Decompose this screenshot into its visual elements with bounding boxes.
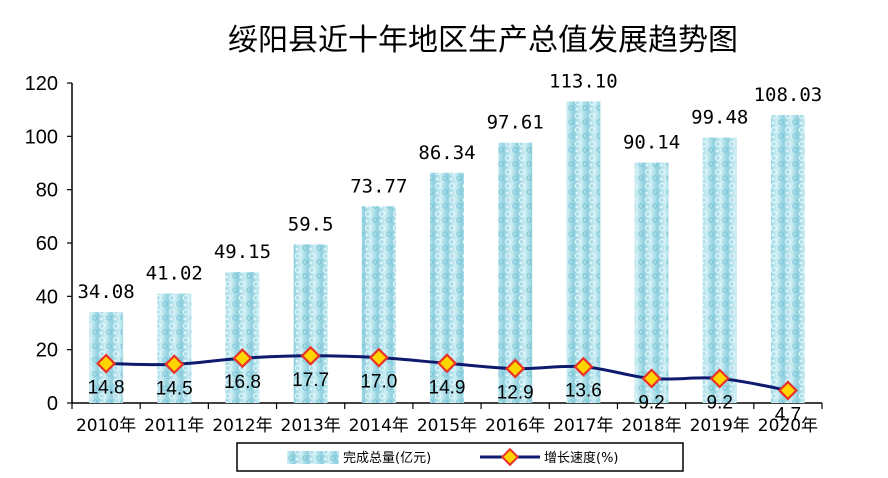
bar-value-label: 113.10: [549, 70, 618, 92]
bar: [293, 244, 328, 403]
growth-point: [368, 347, 389, 368]
growth-point: [300, 345, 321, 366]
growth-value-label: 14.9: [429, 377, 466, 398]
bar-value-label: 97.61: [487, 112, 544, 134]
growth-point: [641, 368, 662, 389]
x-tick-label: 2015年: [417, 416, 477, 436]
growth-value-label: 14.5: [156, 378, 193, 399]
growth-value-label: 17.7: [292, 370, 329, 391]
growth-value-label: 9.2: [707, 392, 733, 413]
growth-value-label: 13.6: [565, 381, 602, 402]
legend-bar-swatch: [287, 451, 339, 464]
x-tick-label: 2012年: [212, 416, 272, 436]
x-tick-label: 2014年: [349, 416, 409, 436]
x-tick-label: 2020年: [758, 416, 818, 436]
bar: [361, 206, 396, 403]
growth-point: [232, 348, 253, 369]
x-tick-label: 2017年: [553, 416, 613, 436]
x-tick-label: 2018年: [621, 416, 681, 436]
growth-value-label: 4.7: [775, 404, 801, 425]
bar-value-label: 59.5: [288, 213, 334, 235]
bar: [634, 162, 669, 403]
y-tick-label: 60: [36, 233, 58, 255]
bar-value-label: 108.03: [754, 84, 823, 106]
bar: [157, 293, 192, 403]
x-tick-label: 2011年: [144, 416, 204, 436]
x-tick-label: 2016年: [485, 416, 545, 436]
y-axis: 0 20 40 60 80 100 120: [25, 73, 73, 415]
y-tick-label: 40: [36, 286, 58, 308]
legend-line-marker: [500, 447, 520, 467]
growth-value-label: 9.2: [638, 392, 664, 413]
bar-value-label: 73.77: [350, 175, 407, 197]
bar-value-label: 41.02: [146, 263, 203, 285]
bar: [702, 137, 737, 403]
growth-value-label: 12.9: [497, 383, 534, 404]
growth-point: [96, 353, 117, 374]
growth-point: [573, 356, 594, 377]
bar-value-label: 99.48: [691, 107, 748, 129]
y-tick-label: 100: [25, 126, 58, 148]
line-series: [96, 345, 798, 401]
legend: 完成总量(亿元) 增长速度(%): [236, 442, 684, 472]
growth-point: [436, 353, 458, 374]
legend-bar-label: 完成总量(亿元): [343, 451, 431, 466]
growth-value-label: 14.8: [88, 378, 125, 399]
line-labels: 14.8 14.5 16.8 17.7 17.0 14.9 12.9 13.6 9.2 9.2 4.…: [88, 370, 802, 426]
bar-value-label: 90.14: [623, 132, 680, 154]
bar-labels: 34.08 41.02 49.15 59.5 73.77 86.34 97.61113.10…: [77, 70, 822, 303]
x-tick-label: 2013年: [281, 416, 341, 436]
y-tick-label: 80: [36, 180, 58, 202]
legend-line-label: 增长速度(%): [544, 450, 619, 466]
y-tick-label: 120: [25, 73, 58, 95]
bar-value-label: 34.08: [77, 281, 134, 303]
growth-point: [777, 380, 798, 401]
growth-value-label: 17.0: [360, 372, 397, 393]
bar: [225, 271, 260, 403]
y-tick-label: 20: [36, 340, 58, 362]
growth-point: [709, 368, 730, 389]
x-tick-label: 2019年: [690, 416, 750, 436]
x-axis: 2010年 2011年 2012年 2013年 2014年 2015年 2016年 2017年…: [71, 402, 823, 436]
x-tick-label: 2010年: [76, 416, 136, 436]
growth-point: [505, 358, 526, 379]
bar-value-label: 49.15: [214, 241, 271, 263]
chart-title: 绥阳县近十年地区生产总值发展趋势图: [228, 23, 738, 58]
bar-value-label: 86.34: [418, 142, 475, 164]
y-tick-label: 0: [47, 393, 58, 415]
bar: [770, 114, 805, 404]
bar: [566, 101, 601, 404]
growth-point: [164, 354, 185, 375]
growth-value-label: 16.8: [224, 372, 261, 393]
